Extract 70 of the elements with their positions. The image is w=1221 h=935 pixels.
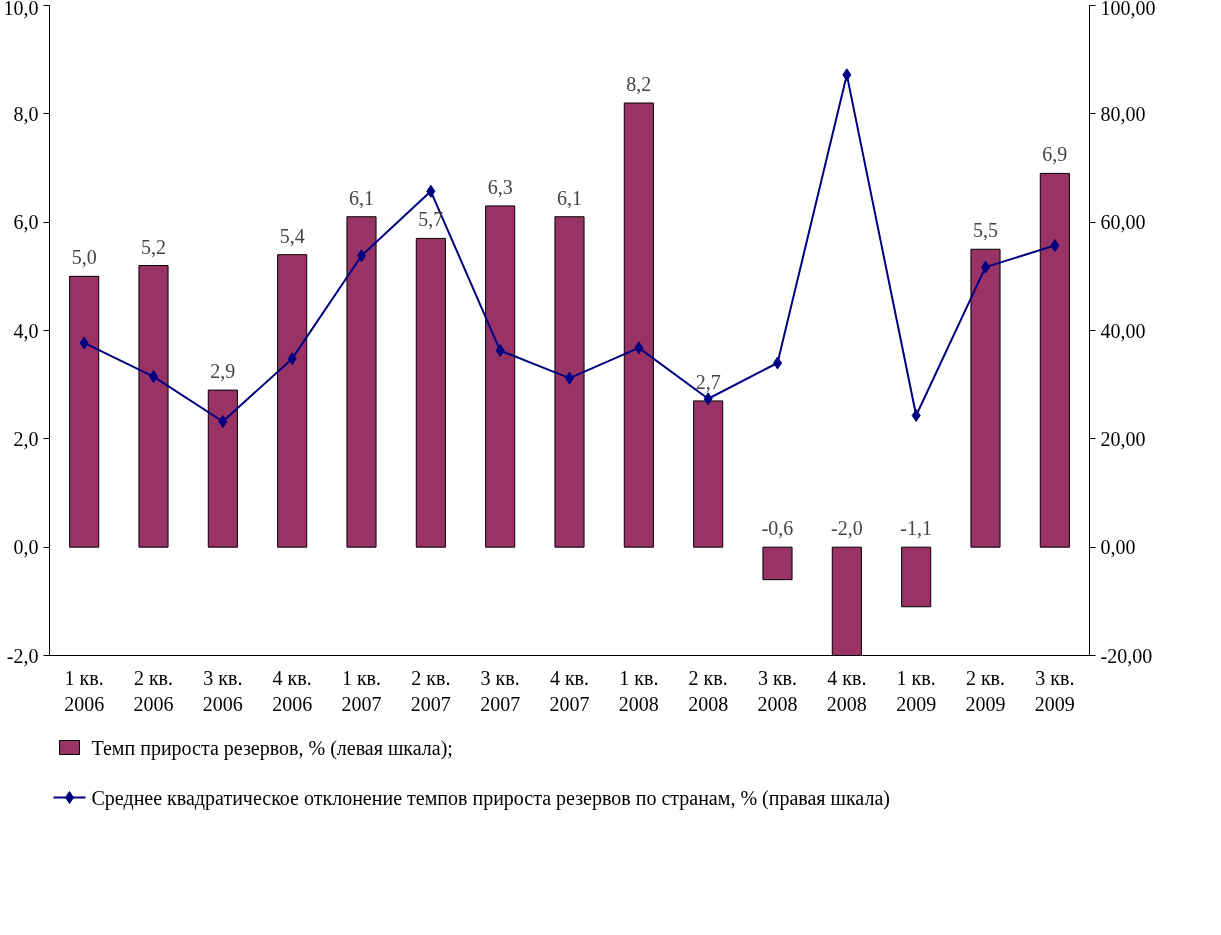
point xyxy=(79,336,89,350)
y2-tick-label: -20,00 xyxy=(1100,644,1153,667)
x-tick-label: 4 кв. 2006 xyxy=(272,666,313,715)
data-label: 5,2 xyxy=(141,235,166,258)
x-tick-label: 3 кв. 2006 xyxy=(202,666,243,715)
y2-tick-label: 100,00 xyxy=(1100,0,1156,19)
x-tick-label: 1 кв. 2008 xyxy=(618,666,659,715)
point xyxy=(287,352,297,366)
point xyxy=(842,68,852,82)
bar xyxy=(277,254,308,548)
data-label: 2,7 xyxy=(695,370,721,393)
point xyxy=(218,415,228,428)
x-tick-label: 4 кв. 2008 xyxy=(826,666,867,715)
data-label: 8,2 xyxy=(626,73,652,95)
data-label: -2,0 xyxy=(831,517,863,540)
y-tick-label: 4,0 xyxy=(13,319,39,342)
point xyxy=(634,341,644,355)
y-tick-label: 2,0 xyxy=(13,427,39,450)
legend-label: Среднее квадратическое отклонение темпов прироста резервов по странам, % (правая шкала) xyxy=(91,786,890,810)
y2-tick-label: 40,00 xyxy=(1100,319,1146,342)
bar xyxy=(693,400,724,548)
data-label: 6,3 xyxy=(487,175,513,198)
point xyxy=(1050,238,1060,252)
point xyxy=(703,392,713,406)
bar xyxy=(554,216,585,548)
data-label: 5,7 xyxy=(418,208,444,231)
bar xyxy=(485,205,516,548)
x-tick-label: 1 кв. 2007 xyxy=(341,666,382,715)
point xyxy=(911,409,921,423)
data-label: 5,4 xyxy=(279,224,305,247)
legend-label: Темп прироста резервов, % (левая шкала); xyxy=(91,736,453,760)
data-label: -1,1 xyxy=(900,517,933,540)
y-tick-label: 0,0 xyxy=(13,536,39,559)
data-label: 6,1 xyxy=(557,186,582,209)
data-label: 6,9 xyxy=(1042,143,1068,166)
bar xyxy=(207,389,238,548)
bar xyxy=(762,546,793,581)
x-tick-label: 2 кв. 2007 xyxy=(410,666,451,715)
x-tick-label: 2 кв. 2009 xyxy=(965,666,1006,715)
y-tick-label: 6,0 xyxy=(13,211,39,234)
x-tick-label: 4 кв. 2007 xyxy=(549,666,590,715)
data-label: 5,0 xyxy=(71,246,97,269)
x-tick-label: 1 кв. 2006 xyxy=(64,666,105,715)
x-tick-label: 3 кв. 2009 xyxy=(1034,666,1075,715)
y2-tick-label: 20,00 xyxy=(1100,427,1146,450)
y-tick-label: 10,0 xyxy=(3,0,39,19)
bar xyxy=(1039,172,1070,548)
point xyxy=(495,344,505,358)
x-tick-label: 2 кв. 2006 xyxy=(133,666,174,715)
x-tick-label: 3 кв. 2008 xyxy=(757,666,798,715)
data-label: 5,5 xyxy=(973,219,998,242)
bar xyxy=(415,237,446,548)
y2-tick-label: 80,00 xyxy=(1100,102,1146,125)
y-tick-label: -2,0 xyxy=(6,644,39,667)
y2-tick-label: 0,00 xyxy=(1100,536,1136,559)
y2-tick-label: 60,00 xyxy=(1100,211,1146,234)
bar xyxy=(970,248,1001,548)
y-tick-label: 8,0 xyxy=(13,102,39,125)
data-label: -0,6 xyxy=(761,517,794,540)
bar xyxy=(901,546,932,608)
x-tick-label: 2 кв. 2008 xyxy=(688,666,729,715)
data-label: 2,9 xyxy=(210,360,236,383)
bar xyxy=(346,216,377,548)
x-tick-label: 1 кв. 2009 xyxy=(896,666,937,715)
x-tick-label: 3 кв. 2007 xyxy=(480,666,521,715)
point xyxy=(426,184,436,198)
data-label: 6,1 xyxy=(349,186,374,209)
bar xyxy=(69,275,100,548)
bar xyxy=(138,265,169,548)
bar xyxy=(623,102,654,548)
